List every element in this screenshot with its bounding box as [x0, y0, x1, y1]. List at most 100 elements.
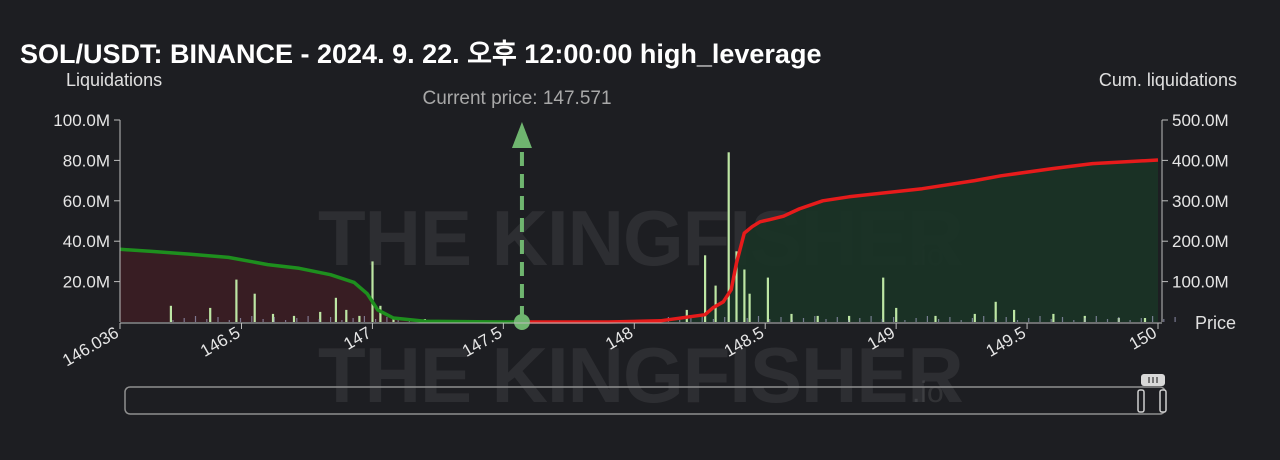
x-axis-title: Price	[1195, 313, 1236, 333]
series-line-short	[522, 158, 1159, 324]
bar-29	[994, 301, 997, 322]
bar-0	[169, 305, 172, 322]
bar-26	[895, 307, 898, 322]
minor-bar	[1028, 318, 1030, 322]
minor-bar	[915, 318, 917, 322]
left-axis-title: Liquidations	[66, 70, 162, 90]
left-tick-label: 100.0M	[53, 111, 110, 130]
minor-bar	[330, 317, 332, 322]
right-tick-label: 200.0M	[1172, 232, 1229, 251]
current-price-label: Current price: 147.571	[422, 88, 611, 109]
minor-bar	[194, 316, 197, 322]
range-slider[interactable]	[124, 374, 1167, 415]
minor-bar	[836, 317, 838, 322]
current-price-dot	[513, 314, 530, 330]
current-price-arrow-icon	[511, 122, 532, 148]
minor-bar	[949, 317, 951, 322]
minor-bar	[1005, 317, 1007, 322]
minor-bar	[1152, 316, 1154, 322]
minor-bar	[938, 319, 940, 322]
bar-7	[334, 297, 337, 322]
x-tick-label: 146.036	[59, 323, 122, 370]
bar-1	[209, 307, 212, 322]
minor-bar	[397, 320, 399, 322]
minor-bar	[724, 317, 726, 322]
bar-5	[292, 315, 296, 322]
minor-bar	[802, 318, 805, 322]
bar-15	[704, 255, 707, 322]
watermark-bottom-suffix: .io	[912, 376, 944, 409]
minor-bar	[893, 317, 895, 322]
bar-22	[790, 313, 793, 322]
minor-bar	[386, 317, 388, 322]
chart-title: SOL/USDT: BINANCE - 2024. 9. 22. 오후 12:0…	[20, 39, 821, 69]
bar-6	[319, 311, 322, 322]
minor-bar	[701, 316, 703, 322]
bar-9	[358, 315, 361, 322]
bar-31	[1052, 313, 1055, 322]
minor-bar	[881, 319, 883, 322]
minor-bar	[1016, 320, 1019, 322]
minor-bar	[848, 320, 850, 322]
minor-bar	[1140, 318, 1142, 322]
minor-bar	[172, 320, 174, 322]
bar-11	[379, 305, 382, 322]
minor-bar	[1073, 320, 1075, 322]
minor-bar	[971, 318, 973, 322]
minor-bar	[206, 319, 208, 322]
minor-bar	[363, 316, 365, 322]
bar-30	[1013, 309, 1016, 322]
bar-25	[882, 277, 885, 322]
left-tick-label: 20.0M	[63, 273, 110, 292]
long-area	[120, 249, 522, 322]
bar-16	[714, 285, 717, 322]
plot-area	[119, 122, 1176, 330]
minor-bar	[307, 316, 309, 322]
short-area	[522, 160, 1158, 322]
minor-bar	[690, 318, 692, 322]
minor-bar	[870, 316, 872, 322]
watermark-bottom: THE KINGFISHER	[318, 331, 963, 419]
right-tick-label: 300.0M	[1172, 192, 1229, 211]
bar-24	[848, 315, 851, 322]
bar-28	[973, 313, 976, 322]
minor-bar	[273, 317, 275, 322]
minor-bar	[1163, 319, 1165, 322]
minor-bar	[735, 320, 737, 322]
x-tick-label: 149.5	[983, 323, 1029, 361]
bar-19	[743, 269, 746, 322]
minor-bar	[712, 319, 714, 322]
range-slider-right-handle[interactable]	[1159, 389, 1167, 413]
minor-bar	[994, 319, 996, 322]
minor-bar	[1039, 316, 1041, 322]
minor-bar	[239, 318, 242, 322]
left-tick-label: 60.0M	[63, 192, 110, 211]
bar-10	[371, 261, 374, 322]
minor-bar	[825, 319, 827, 322]
minor-bar	[859, 318, 861, 322]
bar-17	[727, 152, 730, 322]
minor-bar	[1106, 319, 1109, 322]
minor-bar	[780, 317, 782, 322]
minor-bar	[1061, 317, 1064, 322]
range-slider-left-handle[interactable]	[1137, 389, 1145, 413]
minor-bar	[251, 316, 253, 322]
left-tick-label: 40.0M	[63, 232, 110, 251]
left-tick-label: 80.0M	[63, 151, 110, 170]
right-tick-label: 100.0M	[1172, 273, 1229, 292]
minor-bar	[285, 320, 287, 322]
x-tick-label: 146.5	[197, 323, 243, 361]
bar-21	[766, 277, 769, 322]
minor-bar	[983, 316, 985, 322]
bar-18	[735, 251, 738, 322]
minor-bar	[1129, 320, 1131, 322]
minor-bar	[926, 316, 928, 322]
minor-bar	[746, 318, 748, 322]
minor-bar	[791, 320, 793, 322]
minor-bar	[375, 319, 377, 322]
bar-4	[271, 313, 275, 322]
minor-bar	[757, 316, 760, 322]
right-axis-title: Cum. liquidations	[1099, 70, 1237, 90]
minor-bar	[217, 317, 219, 322]
